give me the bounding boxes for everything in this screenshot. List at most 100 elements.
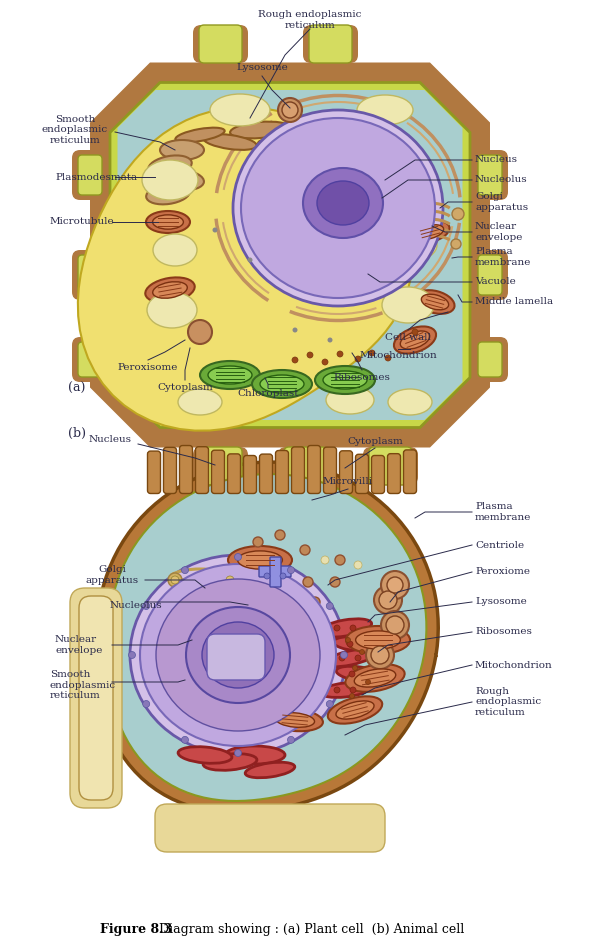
Ellipse shape <box>142 160 198 200</box>
Circle shape <box>366 641 394 669</box>
FancyBboxPatch shape <box>403 450 416 493</box>
Ellipse shape <box>233 110 443 306</box>
Circle shape <box>253 537 263 547</box>
Ellipse shape <box>245 762 295 778</box>
Circle shape <box>350 687 356 693</box>
Circle shape <box>374 586 402 614</box>
Ellipse shape <box>225 746 285 764</box>
Text: Rough
endoplasmic
reticulum: Rough endoplasmic reticulum <box>475 687 541 717</box>
Ellipse shape <box>210 94 270 126</box>
Text: Centriole: Centriole <box>475 541 524 549</box>
Text: Golgi
apparatus: Golgi apparatus <box>85 565 139 584</box>
Ellipse shape <box>153 282 187 298</box>
Text: Nucleolus: Nucleolus <box>110 600 163 610</box>
Circle shape <box>278 98 302 122</box>
Circle shape <box>292 328 298 332</box>
Ellipse shape <box>382 287 434 323</box>
Ellipse shape <box>230 122 290 139</box>
Circle shape <box>142 602 150 610</box>
Text: Cytoplasm: Cytoplasm <box>157 384 213 392</box>
FancyBboxPatch shape <box>163 447 176 493</box>
Circle shape <box>412 329 418 335</box>
Circle shape <box>286 656 294 664</box>
Circle shape <box>347 641 353 647</box>
Text: Mitochondrion: Mitochondrion <box>359 352 437 360</box>
FancyBboxPatch shape <box>228 454 241 493</box>
Ellipse shape <box>346 626 410 654</box>
FancyBboxPatch shape <box>211 450 225 493</box>
Text: Peroxiome: Peroxiome <box>475 567 530 577</box>
Text: Diagram showing : (a) Plant cell  (b) Animal cell: Diagram showing : (a) Plant cell (b) Ani… <box>155 923 464 937</box>
Ellipse shape <box>178 747 232 763</box>
Circle shape <box>381 611 409 639</box>
FancyBboxPatch shape <box>155 804 385 852</box>
Circle shape <box>310 597 320 607</box>
Ellipse shape <box>176 127 225 142</box>
Ellipse shape <box>156 579 320 731</box>
FancyBboxPatch shape <box>207 634 265 680</box>
Polygon shape <box>130 103 450 408</box>
Text: Figure 8.3: Figure 8.3 <box>100 923 172 937</box>
FancyBboxPatch shape <box>387 454 400 493</box>
Circle shape <box>307 352 313 358</box>
Circle shape <box>330 577 340 587</box>
FancyBboxPatch shape <box>371 455 384 493</box>
Circle shape <box>171 576 179 584</box>
Circle shape <box>181 604 189 612</box>
Text: (b): (b) <box>68 427 86 440</box>
Text: Nucleus: Nucleus <box>88 435 131 445</box>
FancyBboxPatch shape <box>78 342 102 377</box>
Ellipse shape <box>260 375 304 393</box>
Circle shape <box>275 530 285 540</box>
Ellipse shape <box>160 140 204 160</box>
Ellipse shape <box>319 618 371 637</box>
Text: Plasma
membrane: Plasma membrane <box>475 247 531 267</box>
Ellipse shape <box>146 211 190 233</box>
Ellipse shape <box>267 709 323 732</box>
FancyBboxPatch shape <box>356 454 368 493</box>
Ellipse shape <box>356 631 400 649</box>
FancyBboxPatch shape <box>244 455 257 493</box>
Text: Cytoplasm: Cytoplasm <box>347 438 403 446</box>
Ellipse shape <box>411 221 449 243</box>
Circle shape <box>235 554 241 560</box>
FancyBboxPatch shape <box>193 25 248 63</box>
Circle shape <box>182 736 188 743</box>
FancyBboxPatch shape <box>324 447 336 493</box>
Circle shape <box>223 573 237 587</box>
Ellipse shape <box>140 564 336 746</box>
Ellipse shape <box>178 389 222 415</box>
Text: Rough endoplasmic
reticulum: Rough endoplasmic reticulum <box>258 10 362 29</box>
FancyBboxPatch shape <box>363 447 418 485</box>
Circle shape <box>385 355 391 361</box>
FancyBboxPatch shape <box>478 155 502 195</box>
Ellipse shape <box>186 607 290 703</box>
Circle shape <box>381 571 409 599</box>
Ellipse shape <box>202 622 274 688</box>
Ellipse shape <box>388 389 432 415</box>
Circle shape <box>212 227 217 233</box>
Ellipse shape <box>325 649 376 667</box>
Circle shape <box>360 650 365 655</box>
Circle shape <box>352 666 357 671</box>
Ellipse shape <box>421 294 449 310</box>
Text: Ribosomes: Ribosomes <box>475 628 532 636</box>
Text: Nucleus: Nucleus <box>475 156 518 164</box>
Circle shape <box>280 573 286 579</box>
Circle shape <box>386 616 404 634</box>
FancyBboxPatch shape <box>72 337 108 382</box>
FancyBboxPatch shape <box>72 150 108 200</box>
FancyBboxPatch shape <box>284 447 327 485</box>
Ellipse shape <box>286 124 335 140</box>
Text: Plasma
membrane: Plasma membrane <box>475 503 531 522</box>
Circle shape <box>168 573 182 587</box>
Circle shape <box>341 652 348 658</box>
FancyBboxPatch shape <box>79 596 113 800</box>
Polygon shape <box>107 474 426 801</box>
FancyBboxPatch shape <box>292 446 305 493</box>
Circle shape <box>128 652 136 658</box>
Circle shape <box>326 700 333 708</box>
Circle shape <box>182 566 188 574</box>
Circle shape <box>142 700 150 708</box>
Circle shape <box>346 637 351 642</box>
